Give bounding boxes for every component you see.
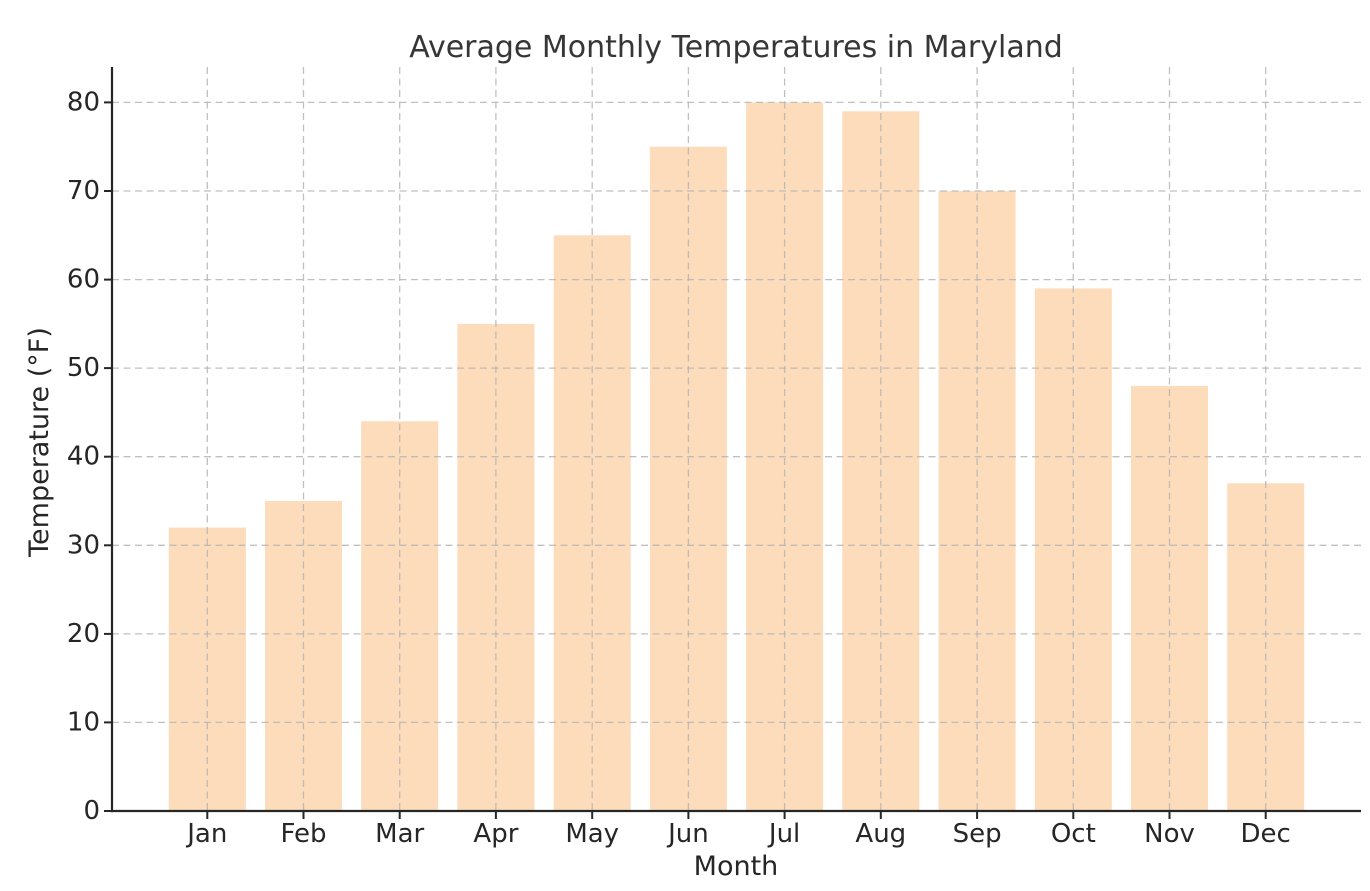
x-tick-label-jul: Jul: [767, 819, 800, 849]
y-tick-label-20: 20: [67, 619, 100, 649]
y-axis-label: Temperature (°F): [24, 327, 55, 558]
x-tick-label-feb: Feb: [280, 819, 326, 849]
chart-title: Average Monthly Temperatures in Maryland: [409, 30, 1063, 65]
x-tick-label-mar: Mar: [375, 819, 424, 849]
y-tick-label-60: 60: [67, 265, 100, 295]
x-tick-label-oct: Oct: [1051, 819, 1096, 849]
y-tick-label-70: 70: [67, 176, 100, 206]
x-tick-label-nov: Nov: [1144, 819, 1195, 849]
x-tick-label-jun: Jun: [666, 819, 709, 849]
y-tick-label-0: 0: [83, 796, 100, 826]
tick-labels-layer: 0 10 20 30 40 50 60 70 80 Jan Feb Mar Apr May Jun Jul Au…: [67, 87, 1291, 849]
x-tick-label-may: May: [565, 819, 619, 849]
x-tick-label-sep: Sep: [953, 819, 1002, 849]
y-tick-label-40: 40: [67, 442, 100, 472]
x-tick-label-dec: Dec: [1241, 819, 1291, 849]
bar-mar: [361, 421, 439, 811]
x-tick-label-aug: Aug: [855, 819, 906, 849]
tick-marks-layer: [104, 101, 1267, 819]
y-tick-label-80: 80: [67, 87, 100, 117]
y-tick-label-50: 50: [67, 353, 100, 383]
x-tick-label-jan: Jan: [185, 819, 227, 849]
y-tick-label-10: 10: [67, 707, 100, 737]
x-tick-label-apr: Apr: [473, 819, 518, 849]
grid-layer: [112, 67, 1361, 811]
x-axis-label: Month: [694, 851, 779, 882]
y-tick-label-30: 30: [67, 530, 100, 560]
bar-sep: [938, 191, 1016, 811]
